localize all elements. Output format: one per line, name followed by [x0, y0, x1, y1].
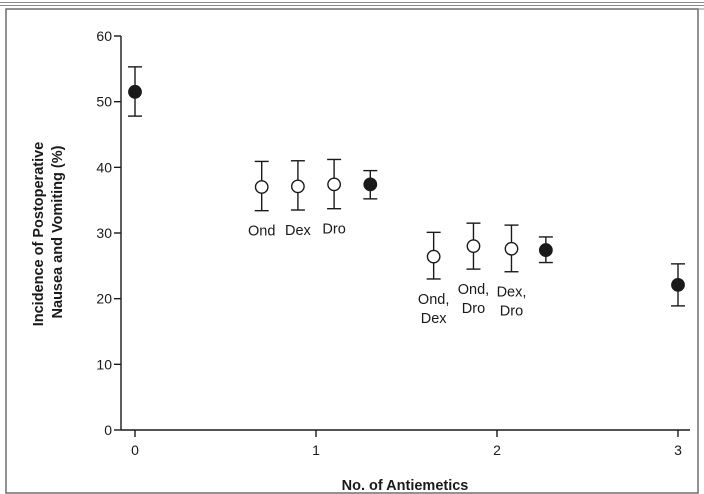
y-tick-label-30: 30 — [96, 225, 112, 241]
point-label-7-line-1: Dro — [500, 304, 523, 320]
point-marker-9 — [671, 277, 685, 292]
data-point-6 — [466, 222, 481, 270]
x-tick-label-2: 2 — [493, 442, 501, 458]
y-tick-label-0: 0 — [104, 422, 112, 438]
figure-border — [5, 8, 699, 494]
point-label-6-line-0: Ond, — [458, 282, 489, 298]
point-label-3-line-0: Dro — [322, 222, 345, 238]
data-point-2 — [290, 160, 305, 211]
y-tick-label-10: 10 — [96, 356, 112, 372]
x-tick-label-3: 3 — [674, 442, 682, 458]
point-label-2-line-0: Dex — [285, 223, 312, 239]
point-marker-2 — [290, 179, 305, 194]
point-label-5-line-1: Dex — [421, 311, 448, 327]
data-point-0 — [128, 66, 142, 117]
data-point-5 — [426, 231, 441, 280]
y-axis-title: Incidence of Postoperative Nausea and Vo… — [31, 138, 66, 327]
point-marker-1 — [254, 180, 269, 194]
point-marker-8 — [538, 243, 553, 257]
data-point-4 — [363, 169, 378, 200]
point-label-7-line-0: Dex, — [497, 285, 527, 301]
x-tick-label-0: 0 — [131, 442, 139, 458]
point-marker-3 — [327, 177, 341, 192]
x-tick-label-1: 1 — [312, 442, 320, 458]
data-point-3 — [327, 158, 342, 210]
y-tick-label-40: 40 — [96, 159, 112, 175]
y-tick-label-20: 20 — [96, 291, 112, 307]
point-marker-4 — [363, 177, 378, 192]
y-tick-label-50: 50 — [96, 94, 112, 110]
data-point-8 — [538, 236, 553, 264]
point-marker-7 — [504, 241, 519, 256]
point-annotations: Ond Dex Dro Ond, Dex Ond, Dro Dex, Dro — [248, 222, 526, 327]
y-tick-label-60: 60 — [96, 28, 112, 44]
y-axis-title-line-2: Nausea and Vomiting (%) — [50, 145, 66, 318]
y-ticks: 0 10 20 30 40 50 60 — [96, 28, 121, 438]
data-point-1 — [254, 160, 269, 212]
data-point-9 — [671, 263, 685, 307]
point-label-5-line-0: Ond, — [418, 292, 449, 308]
data-points — [128, 66, 685, 307]
point-label-1-line-0: Ond — [248, 224, 275, 240]
y-axis-title-line-1: Incidence of Postoperative — [31, 142, 47, 327]
x-ticks: 0 1 2 3 — [131, 430, 682, 458]
point-marker-0 — [128, 84, 142, 99]
point-marker-6 — [466, 239, 481, 254]
x-axis-title: No. of Antiemetics — [342, 478, 469, 494]
point-label-6-line-1: Dro — [462, 301, 485, 317]
data-point-7 — [504, 224, 519, 273]
point-marker-5 — [426, 249, 441, 264]
